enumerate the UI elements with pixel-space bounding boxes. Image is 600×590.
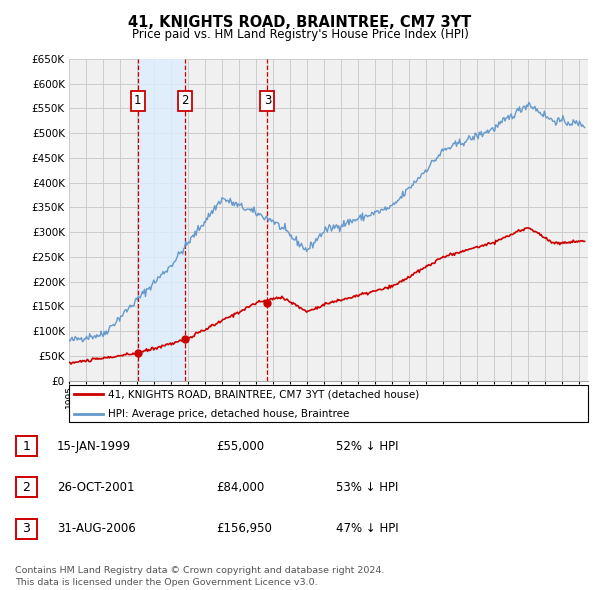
Text: 41, KNIGHTS ROAD, BRAINTREE, CM7 3YT: 41, KNIGHTS ROAD, BRAINTREE, CM7 3YT	[128, 15, 472, 30]
Text: 2: 2	[22, 481, 31, 494]
Text: £84,000: £84,000	[216, 481, 264, 494]
Text: £156,950: £156,950	[216, 522, 272, 535]
Text: Price paid vs. HM Land Registry's House Price Index (HPI): Price paid vs. HM Land Registry's House …	[131, 28, 469, 41]
Text: 26-OCT-2001: 26-OCT-2001	[57, 481, 134, 494]
Text: 1: 1	[134, 94, 142, 107]
Text: 3: 3	[22, 522, 31, 535]
Text: 47% ↓ HPI: 47% ↓ HPI	[336, 522, 398, 535]
Text: 31-AUG-2006: 31-AUG-2006	[57, 522, 136, 535]
Text: HPI: Average price, detached house, Braintree: HPI: Average price, detached house, Brai…	[108, 409, 349, 419]
Text: 53% ↓ HPI: 53% ↓ HPI	[336, 481, 398, 494]
Text: £55,000: £55,000	[216, 440, 264, 453]
Text: 1: 1	[22, 440, 31, 453]
Bar	[138, 59, 185, 381]
Text: 41, KNIGHTS ROAD, BRAINTREE, CM7 3YT (detached house): 41, KNIGHTS ROAD, BRAINTREE, CM7 3YT (de…	[108, 389, 419, 399]
Text: Contains HM Land Registry data © Crown copyright and database right 2024.
This d: Contains HM Land Registry data © Crown c…	[15, 566, 385, 587]
Text: 52% ↓ HPI: 52% ↓ HPI	[336, 440, 398, 453]
Text: 3: 3	[264, 94, 271, 107]
Text: 15-JAN-1999: 15-JAN-1999	[57, 440, 131, 453]
Text: 2: 2	[181, 94, 189, 107]
